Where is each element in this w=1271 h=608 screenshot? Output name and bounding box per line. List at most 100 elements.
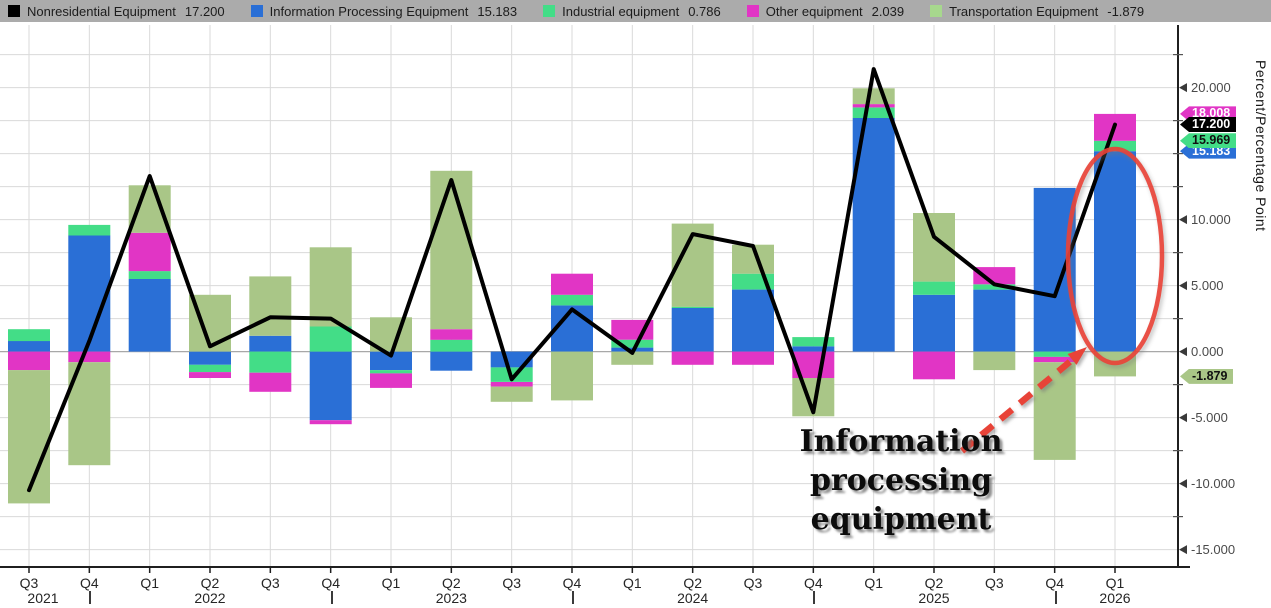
x-axis-quarter-label: Q4 [79,575,99,591]
y-axis-tick-label: 0.000 [1191,343,1224,359]
bar-segment[interactable] [309,247,352,327]
bar-segment[interactable] [128,185,171,233]
bar-segment[interactable] [1094,140,1136,152]
bar-segment[interactable] [8,351,50,371]
bar-segment[interactable] [852,104,895,108]
bar-segment[interactable] [68,235,111,352]
bar-segment[interactable] [1033,362,1076,460]
y-major-tick-arrow [1179,347,1187,357]
legend-value: 15.183 [477,3,518,19]
bar-segment[interactable] [551,351,593,401]
y-axis-tick-label: -5.000 [1191,409,1228,425]
legend-value: 2.039 [871,3,905,19]
bar-segment[interactable] [249,351,292,373]
legend-item[interactable]: Transportation Equipment -1.879 [930,4,1144,19]
bar-segment[interactable] [792,346,835,352]
legend-label: Nonresidential Equipment [27,3,176,19]
bar-segment[interactable] [128,279,171,352]
bar-segment[interactable] [732,289,774,352]
bar-segment[interactable] [189,351,231,365]
legend-item[interactable]: Other equipment 2.039 [746,3,905,19]
bar-segment[interactable] [309,351,352,421]
bar-segment[interactable] [671,351,714,365]
bar-segment[interactable] [973,284,1016,290]
bar-segment[interactable] [913,281,955,295]
bar-segment[interactable] [1094,151,1136,352]
legend-bar: Nonresidential Equipment 17.200 Informatio… [0,0,1271,22]
bar-segment[interactable] [128,271,171,279]
bar-segment[interactable] [490,351,533,368]
axis-value-badge: 17.200 [1180,117,1237,133]
bar-segment[interactable] [430,170,473,330]
y-major-tick-arrow [1179,215,1187,225]
bar-segment[interactable] [973,351,1016,371]
bar-segment[interactable] [611,339,654,348]
bar-segment[interactable] [8,370,50,504]
x-axis-year-separator [1054,591,1057,604]
bar-segment[interactable] [370,351,412,371]
legend-label: Other equipment [765,3,863,19]
bar-segment[interactable] [913,294,955,352]
axis-value-badge: 15.969 [1180,133,1237,149]
legend-item[interactable]: Industrial equipment 0.786 [543,4,721,19]
legend-swatch-icon [746,5,759,17]
bar-segment[interactable] [249,372,292,392]
bar-segment[interactable] [249,276,292,336]
x-axis-quarter-label: Q1 [622,575,642,591]
bar-segment[interactable] [189,372,231,378]
bar-segment[interactable] [430,351,473,371]
bar-segment[interactable] [189,364,231,373]
bar-segment[interactable] [68,224,111,236]
bar-segment[interactable] [370,370,412,374]
bar-segment[interactable] [490,386,533,402]
bar-segment[interactable] [8,341,50,352]
legend-value: 17.200 [184,3,225,19]
annotation-text: Information processing equipment [770,422,1032,539]
bar-segment[interactable] [792,337,835,347]
legend-item[interactable]: Nonresidential Equipment 17.200 [8,4,225,19]
bar-segment[interactable] [8,329,50,342]
y-axis-title: Percent/Percentage Point [1253,60,1269,232]
bar-segment[interactable] [732,351,774,365]
bar-segment[interactable] [611,351,654,365]
bar-segment[interactable] [852,107,895,118]
y-axis-tick-label: -10.000 [1191,475,1236,491]
x-axis-year-label: 2026 [1099,590,1131,606]
bar-segment[interactable] [1033,356,1076,363]
x-axis-quarter-label: Q3 [260,575,280,591]
bar-segment[interactable] [490,382,533,387]
x-axis-quarter-label: Q4 [562,575,582,591]
annotation-line: equipment [810,502,992,537]
total-line[interactable] [27,67,1117,493]
bar-segment[interactable] [852,88,895,105]
legend-item[interactable]: Information Processing Equipment 15.183 [250,3,518,19]
bar-segment[interactable] [913,351,955,380]
bar-segment[interactable] [671,306,714,308]
y-axis-tick-label: -15.000 [1191,541,1236,557]
bar-segment[interactable] [1033,351,1076,357]
bar-segment[interactable] [309,420,352,425]
x-axis-quarter-label: Q4 [321,575,340,591]
x-axis-quarter-label: Q4 [803,575,823,591]
x-axis-quarter-label: Q1 [381,575,401,591]
legend-label: Industrial equipment [562,3,680,19]
bar-segment[interactable] [128,232,171,272]
bar-segment[interactable] [551,273,593,295]
bar-segment[interactable] [671,308,714,352]
arrow-head-icon [1067,347,1087,365]
x-axis-quarter-label: Q2 [683,575,702,591]
x-axis-quarter-label: Q2 [924,575,944,591]
x-axis-quarter-label: Q2 [200,575,220,591]
bar-segment[interactable] [973,289,1016,352]
bar-segment[interactable] [249,335,292,352]
x-axis-quarter-label: Q3 [502,575,521,591]
bar-segment[interactable] [430,329,473,340]
bar-segment[interactable] [309,326,352,352]
x-axis-quarter-label: Q1 [864,575,883,591]
bar-segment[interactable] [973,267,1016,285]
bar-segment[interactable] [551,294,593,306]
bar-segment[interactable] [430,339,473,352]
x-axis-quarter-label: Q3 [19,575,39,591]
bar-segment[interactable] [68,351,111,363]
bar-segment[interactable] [370,373,412,388]
